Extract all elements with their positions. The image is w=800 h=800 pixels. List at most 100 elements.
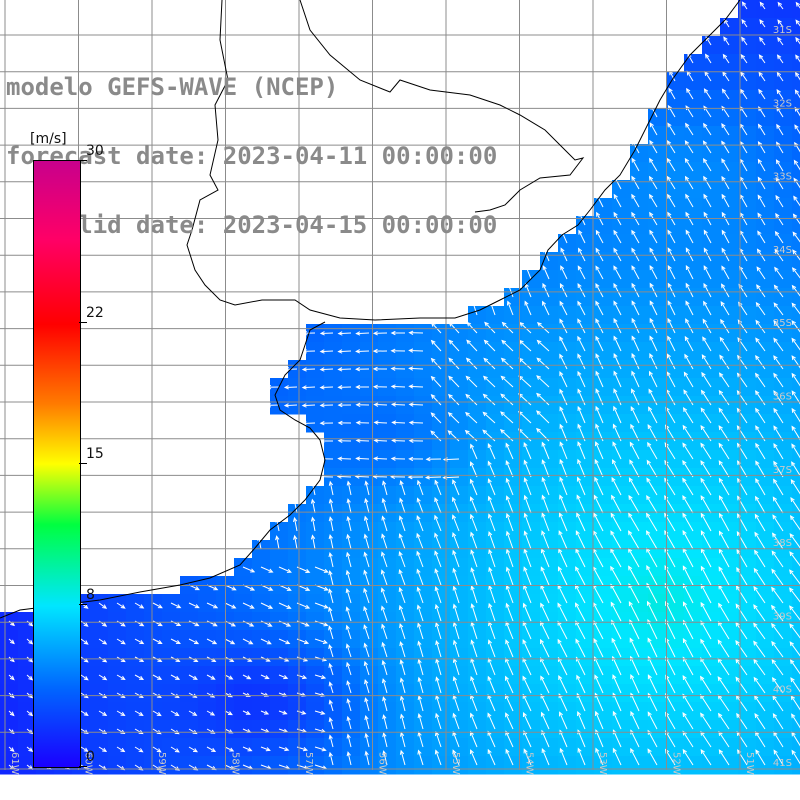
wind-arrow-head xyxy=(465,411,470,417)
wind-arrow-head xyxy=(505,730,510,736)
wind-arrow xyxy=(668,88,676,100)
wind-speed-cell xyxy=(792,288,800,307)
wind-arrow xyxy=(347,499,352,514)
wind-arrow-head xyxy=(488,602,493,608)
wind-speed-cell xyxy=(648,756,667,775)
wind-arrow-head xyxy=(685,122,690,128)
wind-arrow xyxy=(736,408,748,424)
wind-arrow xyxy=(736,731,748,748)
wind-arrow xyxy=(26,710,33,716)
wind-arrow-head xyxy=(559,335,564,341)
wind-arrow xyxy=(328,589,334,604)
wind-speed-cell xyxy=(720,468,739,487)
wind-arrow xyxy=(416,551,424,568)
wind-speed-cell xyxy=(378,342,397,361)
wind-arrow xyxy=(773,713,784,730)
wind-speed-cell xyxy=(468,504,487,523)
wind-arrow-head xyxy=(646,564,651,571)
wind-arrow xyxy=(26,674,33,681)
wind-arrow xyxy=(771,569,784,586)
wind-speed-cell xyxy=(738,234,757,253)
wind-arrow-head xyxy=(736,566,741,572)
wind-arrow-head xyxy=(391,420,397,425)
wind-speed-cell xyxy=(648,180,667,199)
wind-speed-cell xyxy=(468,486,487,505)
wind-speed-cell xyxy=(684,504,703,523)
wind-arrow xyxy=(577,441,586,460)
wind-arrow-head xyxy=(685,300,690,306)
wind-speed-cell xyxy=(630,612,649,631)
wind-arrow xyxy=(540,657,550,676)
wind-arrow xyxy=(665,619,676,640)
wind-arrow-head xyxy=(682,477,687,483)
wind-speed-cell xyxy=(450,684,469,703)
wind-speed-cell xyxy=(702,432,721,451)
wind-arrow xyxy=(649,176,658,190)
wind-arrow-head xyxy=(789,515,795,521)
wind-arrow-head xyxy=(791,407,796,413)
wind-arrow-head xyxy=(310,534,316,540)
wind-arrow xyxy=(719,495,730,514)
wind-arrow-head xyxy=(577,335,582,341)
wind-arrow-head xyxy=(576,512,581,518)
wind-arrow xyxy=(628,495,640,514)
wind-arrow-head xyxy=(267,622,273,627)
wind-speed-cell xyxy=(504,666,523,685)
wind-speed-cell xyxy=(666,162,685,181)
wind-arrow xyxy=(242,764,253,770)
wind-speed-cell xyxy=(774,270,793,289)
wind-arrow xyxy=(577,748,586,766)
wind-arrow-head xyxy=(682,601,687,607)
wind-arrow xyxy=(356,439,370,442)
wind-speed-cell xyxy=(576,270,595,289)
wind-speed-cell xyxy=(324,684,343,703)
wind-speed-cell xyxy=(378,414,397,433)
wind-arrow-head xyxy=(702,318,707,324)
wind-speed-cell xyxy=(486,306,505,325)
wind-arrow-head xyxy=(667,300,672,306)
wind-arrow-head xyxy=(536,410,541,416)
wind-arrow-head xyxy=(773,425,778,431)
wind-speed-cell xyxy=(720,288,739,307)
wind-arrow xyxy=(667,123,676,136)
wind-arrow xyxy=(488,514,496,532)
wind-arrow-head xyxy=(577,458,582,464)
wind-arrow-head xyxy=(364,480,369,486)
wind-arrow xyxy=(685,176,694,190)
wind-arrow-head xyxy=(536,375,541,380)
wind-arrow xyxy=(559,513,568,532)
wind-speed-cell xyxy=(702,486,721,505)
wind-speed-cell xyxy=(630,684,649,703)
wind-speed-cell xyxy=(756,720,775,739)
colorbar-tick-label: 22 xyxy=(86,304,104,321)
wind-arrow-head xyxy=(593,530,598,536)
wind-speed-cell xyxy=(738,396,757,415)
wind-arrow-head xyxy=(595,265,600,271)
wind-arrow-head xyxy=(795,1,800,7)
wind-arrow-head xyxy=(305,568,311,573)
wind-speed-cell xyxy=(612,252,631,271)
wind-speed-cell xyxy=(756,756,775,775)
wind-speed-cell xyxy=(396,612,415,631)
wind-speed-cell xyxy=(612,684,631,703)
wind-speed-cell xyxy=(612,216,631,235)
wind-arrow xyxy=(575,657,586,676)
wind-speed-cell xyxy=(612,432,631,451)
wind-speed-cell xyxy=(486,648,505,667)
wind-speed-cell xyxy=(630,720,649,739)
wind-arrow xyxy=(739,176,748,190)
wind-arrow-head xyxy=(434,603,440,610)
wind-arrow-head xyxy=(505,442,510,448)
wind-speed-cell xyxy=(378,630,397,649)
wind-arrow-head xyxy=(382,750,387,756)
wind-speed-cell xyxy=(774,432,793,451)
wind-arrow xyxy=(737,513,748,532)
wind-arrow xyxy=(466,357,478,370)
wind-arrow xyxy=(506,513,514,532)
wind-arrow xyxy=(791,732,800,747)
title-valid-date: valid date: 2023-04-15 00:00:00 xyxy=(6,211,498,239)
wind-speed-cell xyxy=(342,630,361,649)
wind-speed-cell xyxy=(342,720,361,739)
wind-arrow xyxy=(795,20,800,27)
